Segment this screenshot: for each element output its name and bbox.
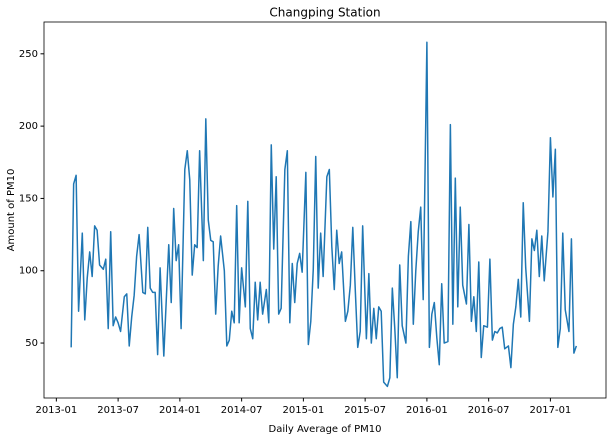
x-axis-label: Daily Average of PM10: [269, 424, 382, 435]
x-tick-label: 2016-01: [406, 405, 448, 416]
y-axis-label: Amount of PM10: [6, 169, 17, 252]
y-tick-label: 250: [19, 49, 38, 60]
x-tick-label: 2014-07: [221, 405, 263, 416]
y-tick-label: 150: [19, 193, 38, 204]
data-line: [70, 41, 578, 388]
x-tick-label: 2014-01: [159, 405, 201, 416]
x-tick-label: 2017-01: [530, 405, 572, 416]
x-tick-label: 2013-07: [97, 405, 139, 416]
y-tick-label: 200: [19, 121, 38, 132]
y-tick-label: 100: [19, 266, 38, 277]
chart-title: Changping Station: [269, 6, 380, 20]
x-tick-label: 2016-07: [468, 405, 510, 416]
x-tick-label: 2015-07: [344, 405, 386, 416]
x-tick-label: 2013-01: [35, 405, 77, 416]
y-tick-label: 50: [25, 338, 38, 349]
x-tick-label: 2015-01: [282, 405, 324, 416]
plot-frame: [43, 21, 607, 399]
